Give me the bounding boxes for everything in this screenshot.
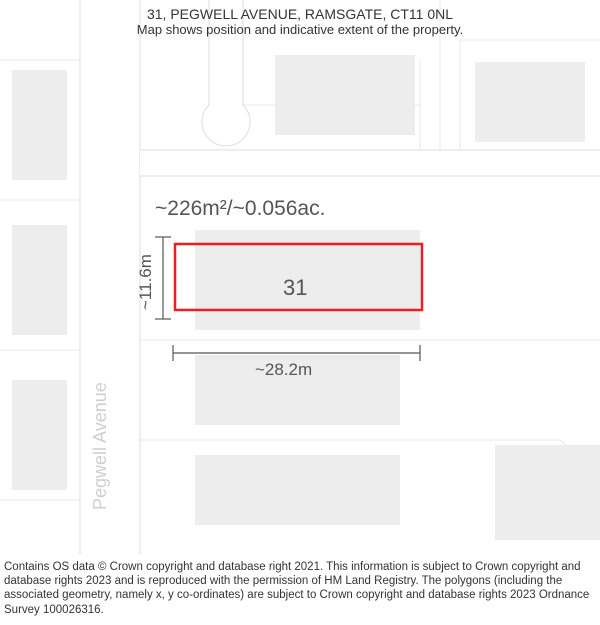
map: 31 ~226m²/~0.056ac. ~28.2m ~11.6m Pegwell Av… [0,0,600,555]
building [275,55,415,135]
building [12,380,67,490]
building [12,225,67,335]
building [12,70,67,180]
dim-width-label: ~28.2m [255,360,312,379]
page-title: 31, PEGWELL AVENUE, RAMSGATE, CT11 0NL [0,6,600,22]
header: 31, PEGWELL AVENUE, RAMSGATE, CT11 0NL M… [0,0,600,39]
building [195,455,400,525]
map-svg: 31 ~226m²/~0.056ac. ~28.2m ~11.6m Pegwell Av… [0,0,600,555]
dim-height-label: ~11.6m [136,254,155,310]
copyright-footer: Contains OS data © Crown copyright and d… [0,554,600,625]
area-label: ~226m²/~0.056ac. [155,197,325,220]
street-name-label: Pegwell Avenue [90,382,110,510]
page-subtitle: Map shows position and indicative extent… [0,22,600,37]
building [495,445,600,540]
road-pegwell-avenue [80,0,140,555]
building [475,62,585,142]
road-horizontal [140,150,600,176]
house-number: 31 [283,275,307,300]
